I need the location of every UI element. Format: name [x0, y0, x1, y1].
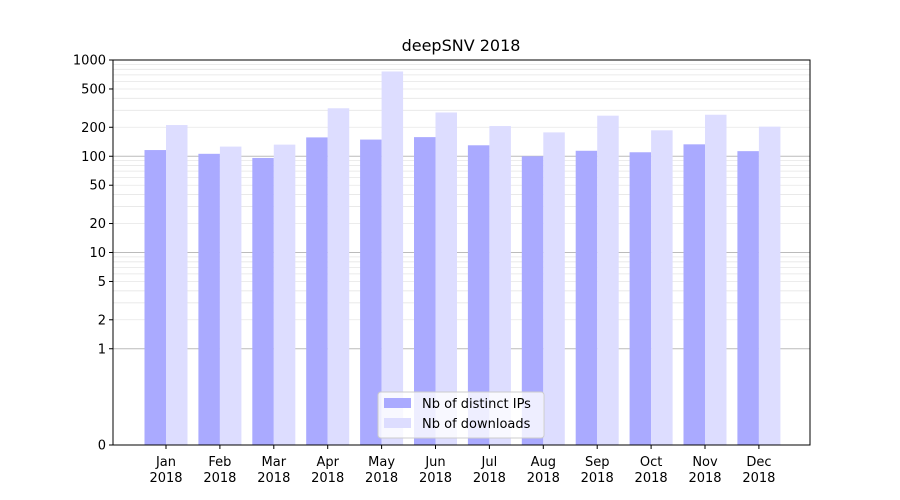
bars — [144, 71, 781, 446]
x-tick-label: Mar 2018 — [257, 455, 290, 486]
bar-distinct-ips — [306, 137, 328, 445]
y-tick-label: 100 — [81, 150, 106, 165]
bar-downloads — [705, 114, 727, 446]
bar-downloads — [166, 125, 188, 445]
x-tick-label: Apr 2018 — [311, 455, 344, 486]
bar-downloads — [219, 146, 242, 445]
bar-distinct-ips — [467, 145, 490, 445]
bar-distinct-ips — [252, 157, 274, 445]
x-tick-label: Feb 2018 — [203, 455, 236, 486]
y-tick-label: 1000 — [73, 54, 106, 69]
bar-distinct-ips — [414, 137, 436, 445]
y-tick-label: 2 — [98, 313, 106, 328]
x-tick-label: May 2018 — [365, 455, 398, 486]
y-axis: 0 1 2 5 10 20 50 100 200 500 1000 — [73, 54, 113, 454]
x-tick-label: Oct 2018 — [635, 455, 668, 486]
legend-box — [377, 391, 545, 439]
y-tick-label: 20 — [89, 217, 106, 232]
legend-swatch — [384, 398, 411, 408]
y-tick-label: 500 — [81, 82, 106, 97]
y-tick-label: 1 — [98, 342, 106, 357]
legend-label: Nb of downloads — [422, 417, 531, 432]
bar-downloads — [651, 130, 673, 445]
bar-downloads — [273, 144, 296, 445]
chart-title: deepSNV 2018 — [402, 36, 521, 55]
y-tick-label: 10 — [89, 246, 106, 261]
bar-distinct-ips — [575, 150, 598, 446]
bar-downloads — [435, 112, 457, 445]
bar-distinct-ips — [360, 139, 382, 446]
x-tick-label: Jun 2018 — [419, 455, 452, 486]
x-tick-label: Jul 2018 — [473, 455, 506, 486]
bar-distinct-ips — [521, 156, 544, 445]
legend-label: Nb of distinct IPs — [422, 397, 531, 412]
y-tick-label: 50 — [89, 179, 106, 194]
bar-downloads — [758, 126, 781, 445]
bar-downloads — [489, 126, 511, 445]
x-tick-label: Sep 2018 — [581, 455, 614, 486]
x-tick-label: Aug 2018 — [527, 455, 560, 486]
bar-downloads — [597, 115, 619, 445]
bar-distinct-ips — [737, 151, 759, 445]
bar-distinct-ips — [683, 144, 705, 445]
bar-distinct-ips — [198, 153, 220, 445]
x-axis: Jan 2018 Feb 2018 Mar 2018 Apr 2018 May 2018 Jun 20… — [149, 445, 775, 486]
legend: Nb of distinct IPs Nb of downloads — [377, 391, 545, 439]
y-tick-label: 5 — [98, 275, 106, 290]
legend-swatch — [384, 418, 411, 428]
y-tick-label: 0 — [98, 439, 106, 454]
bar-distinct-ips — [144, 150, 166, 446]
bar-downloads — [327, 108, 350, 446]
x-tick-label: Nov 2018 — [688, 455, 721, 486]
bar-downloads — [381, 71, 404, 446]
y-tick-label: 200 — [81, 121, 106, 136]
x-tick-label: Dec 2018 — [742, 455, 775, 486]
bar-distinct-ips — [629, 152, 652, 445]
bar-downloads — [543, 132, 565, 445]
x-tick-label: Jan 2018 — [149, 455, 182, 486]
